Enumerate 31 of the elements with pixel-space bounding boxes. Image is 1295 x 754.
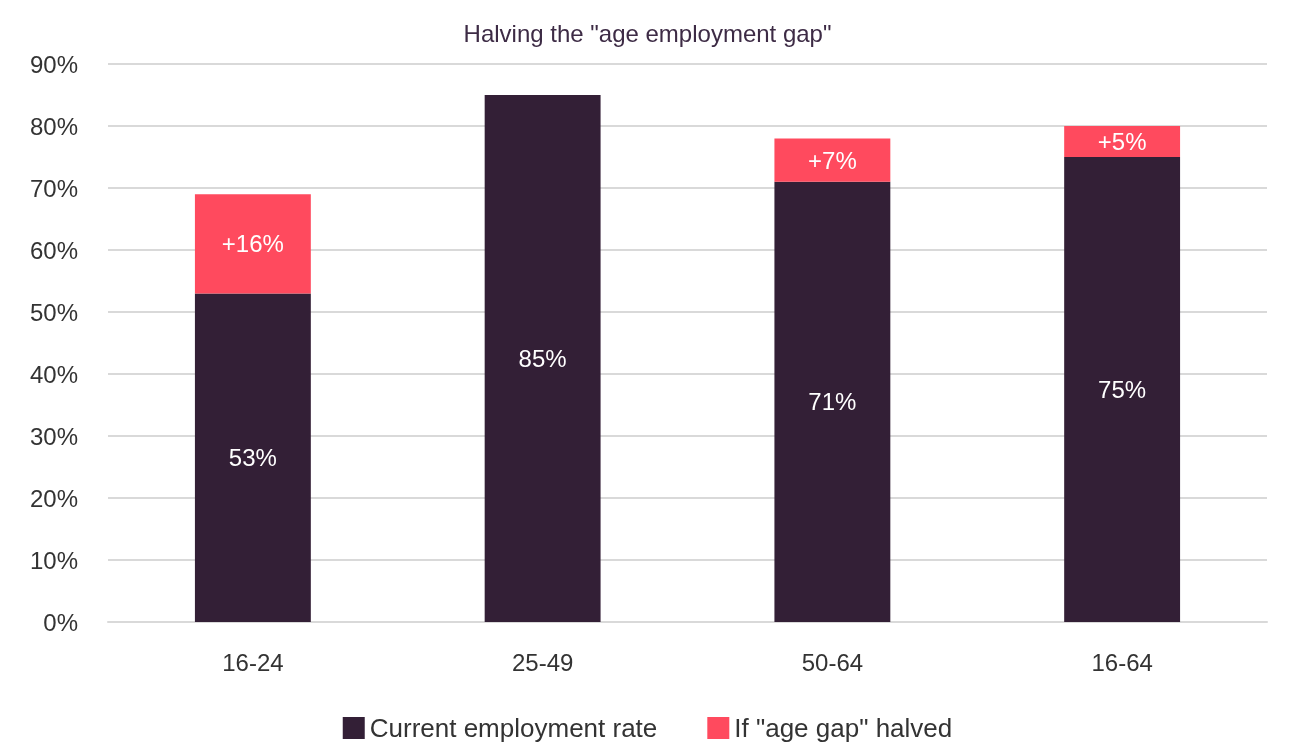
x-tick-label: 50-64 (801, 648, 864, 676)
bar (194, 194, 311, 294)
x-tick-label: 25-49 (511, 648, 574, 676)
y-tick-label: 60% (29, 236, 78, 264)
y-tick-label: 90% (29, 50, 78, 78)
y-tick-label: 40% (29, 360, 78, 388)
y-tick-label: 10% (29, 546, 78, 574)
x-tick-label: 16-64 (1091, 648, 1153, 676)
data-label: +7% (808, 146, 857, 174)
y-tick-label: 80% (29, 112, 78, 140)
data-label: +5% (1097, 128, 1147, 155)
data-label: 53% (228, 444, 277, 472)
y-tick-label: 70% (29, 174, 78, 202)
bar (1064, 126, 1181, 157)
y-tick-label: 0% (43, 608, 78, 636)
legend-label: Current employment rate (369, 713, 658, 743)
bar (484, 95, 601, 622)
bar (194, 293, 311, 622)
bar (774, 138, 891, 182)
bar (774, 181, 891, 622)
chart-title: Halving the "age employment gap" (463, 19, 832, 47)
x-tick-label: 16-24 (222, 648, 284, 676)
y-tick-label: 30% (29, 422, 78, 450)
data-label: 71% (808, 388, 857, 416)
data-label: +16% (221, 230, 284, 258)
y-tick-label: 20% (29, 484, 78, 512)
legend-label: If "age gap" halved (734, 713, 953, 743)
data-label: 75% (1098, 376, 1147, 403)
bar (1064, 157, 1181, 622)
data-label: 85% (518, 345, 567, 372)
y-tick-label: 50% (29, 298, 78, 326)
